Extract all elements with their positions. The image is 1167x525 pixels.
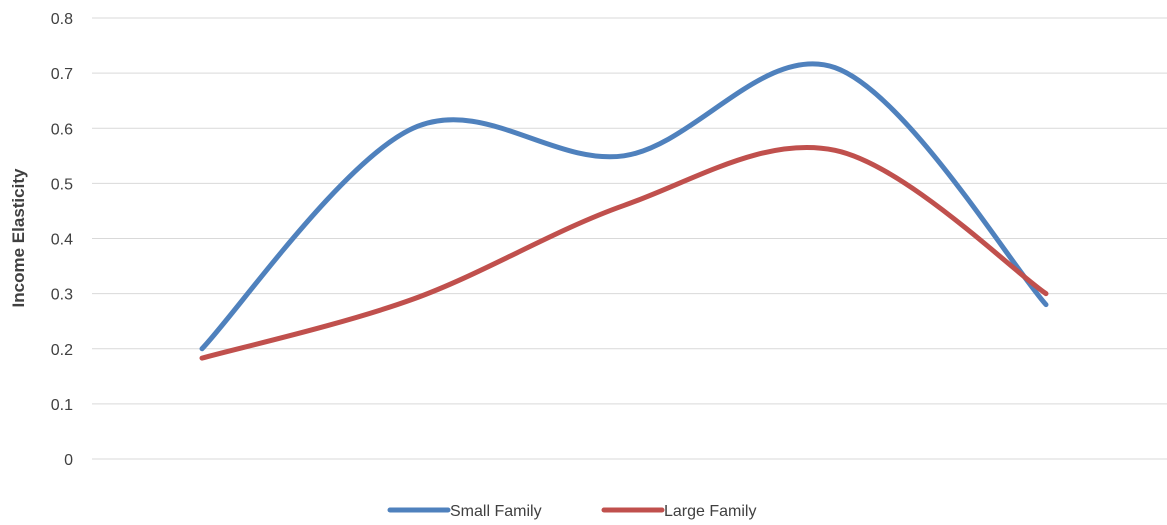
series-line-small-family: [199, 61, 1049, 352]
y-tick-label: 0.7: [51, 66, 73, 83]
y-tick-label: 0.1: [51, 397, 73, 414]
legend-label: Small Family: [450, 503, 542, 520]
legend-label: Large Family: [664, 503, 756, 520]
y-tick-label: 0.4: [51, 232, 73, 249]
legend-item: Large Family: [601, 503, 756, 520]
y-axis-title: Income Elasticity: [9, 168, 28, 307]
y-axis-tick-labels: 0 0.1 0.2 0.3 0.4 0.5 0.6 0.7 0.8: [51, 11, 73, 469]
gridlines: [92, 17, 1167, 460]
y-tick-label: 0.3: [51, 287, 73, 304]
y-tick-label: 0.6: [51, 121, 73, 138]
y-tick-label: 0.2: [51, 342, 73, 359]
legend: Small Family Large Family: [387, 503, 756, 520]
y-tick-label: 0.8: [51, 11, 73, 28]
y-tick-label: 0: [64, 452, 73, 469]
y-tick-label: 0.5: [51, 176, 73, 193]
legend-item: Small Family: [387, 503, 542, 520]
series-lines: [199, 61, 1049, 361]
series-line-large-family: [199, 144, 1049, 361]
